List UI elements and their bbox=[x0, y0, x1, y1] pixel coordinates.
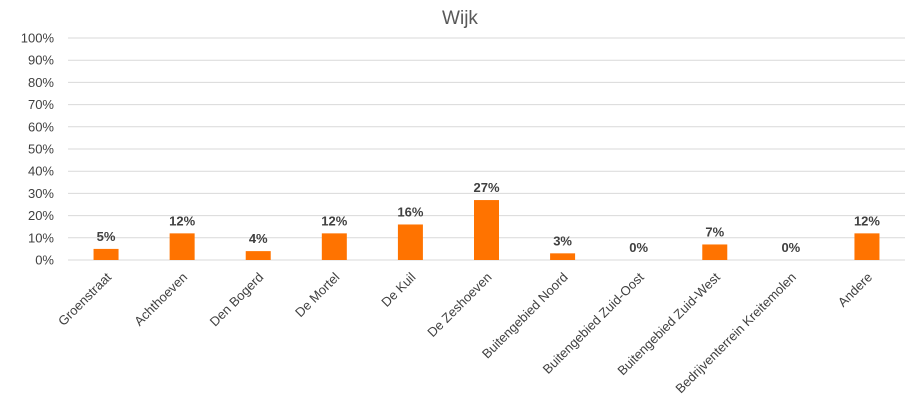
data-label: 16% bbox=[397, 204, 423, 219]
y-tick-label: 10% bbox=[28, 230, 54, 245]
data-label: 12% bbox=[854, 213, 880, 228]
y-tick-label: 100% bbox=[21, 31, 55, 46]
data-label: 4% bbox=[249, 231, 268, 246]
data-label: 5% bbox=[97, 229, 116, 244]
category-label: Den Bogerd bbox=[207, 270, 267, 330]
data-label: 3% bbox=[553, 233, 572, 248]
category-label: Bedrijventerrein Kreitemolen bbox=[672, 270, 799, 397]
category-label: Groenstraat bbox=[55, 269, 114, 328]
bar bbox=[854, 233, 880, 260]
category-label: De Mortel bbox=[292, 269, 343, 320]
bar bbox=[245, 251, 271, 260]
data-label: 27% bbox=[473, 180, 499, 195]
chart-title: Wijk bbox=[442, 8, 478, 29]
y-tick-label: 20% bbox=[28, 208, 54, 223]
bar bbox=[702, 244, 728, 260]
y-tick-label: 50% bbox=[28, 142, 54, 157]
bar bbox=[550, 253, 576, 260]
category-label: Achthoeven bbox=[131, 270, 190, 329]
y-tick-label: 40% bbox=[28, 164, 54, 179]
y-tick-label: 70% bbox=[28, 97, 54, 112]
bar bbox=[93, 248, 119, 260]
bar bbox=[397, 224, 423, 260]
y-tick-label: 60% bbox=[28, 119, 54, 134]
y-tick-label: 90% bbox=[28, 53, 54, 68]
data-label: 12% bbox=[321, 213, 347, 228]
y-tick-label: 80% bbox=[28, 75, 54, 90]
category-label: De Zeshoeven bbox=[424, 270, 494, 340]
bar bbox=[169, 233, 195, 260]
bar bbox=[321, 233, 347, 260]
data-label: 0% bbox=[781, 240, 800, 255]
data-label: 7% bbox=[705, 224, 724, 239]
category-label: Andere bbox=[835, 270, 875, 310]
category-label: De Kuil bbox=[378, 269, 418, 309]
data-label: 12% bbox=[169, 213, 195, 228]
data-label: 0% bbox=[629, 240, 648, 255]
y-tick-label: 0% bbox=[35, 253, 54, 268]
y-tick-label: 30% bbox=[28, 186, 54, 201]
bar bbox=[474, 200, 499, 260]
